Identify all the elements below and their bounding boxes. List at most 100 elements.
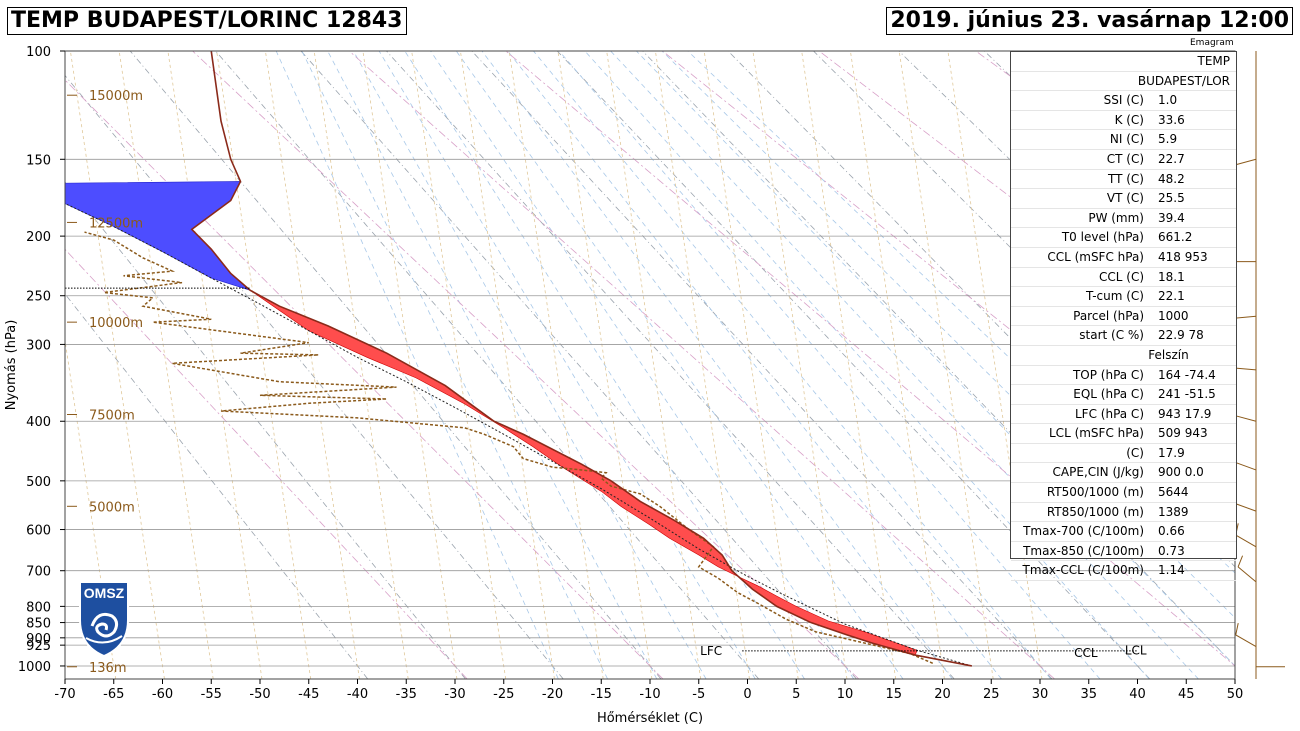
y-tick-label: 1000 [18, 660, 51, 675]
indices-row-value: 943 17.9 [1158, 406, 1212, 421]
dry-adiabat [300, 51, 857, 679]
height-label: 136m [89, 661, 126, 676]
indices-row: SSI (C) 1.0 [1011, 91, 1236, 111]
mixing-ratio-line [947, 51, 1043, 679]
wind-barb-flag [1235, 623, 1239, 635]
omsz-logo: OMSZ [78, 580, 130, 658]
mixing-ratio-line [606, 51, 702, 679]
mixing-ratio-line [655, 51, 750, 679]
mixing-ratio-line [65, 337, 117, 679]
indices-row-value: 241 -51.5 [1158, 387, 1216, 402]
y-axis-label: Nyomás (hPa) [4, 320, 19, 411]
indices-row-value: 18.1 [1158, 269, 1185, 284]
indices-row: T-cum (C) 22.1 [1011, 287, 1236, 307]
mixing-ratio-line [118, 51, 214, 679]
y-tick-label: 600 [26, 524, 51, 539]
indices-row-value: 418 953 [1158, 249, 1208, 264]
indices-row-label: NI (C) [1109, 132, 1144, 147]
level-label: LCL [1125, 643, 1147, 657]
indices-row-label: Tmax-CCL (C/100m) [1022, 563, 1144, 578]
indices-row: CAPE,CIN (J/kg) 900 0.0 [1011, 463, 1236, 484]
indices-row: start (C %) 22.9 78 [1011, 326, 1236, 346]
moist-adiabat [584, 51, 1150, 679]
mixing-ratio-line [703, 51, 799, 679]
x-tick-label: 25 [983, 687, 1000, 702]
indices-row-value: 0.73 [1158, 543, 1185, 558]
indices-row-label: LFC (hPa C) [1075, 406, 1144, 421]
saturation-line [818, 51, 1235, 369]
indices-row: CCL (C) 18.1 [1011, 268, 1236, 288]
x-tick-label: 15 [885, 687, 902, 702]
moist-adiabat [327, 51, 658, 679]
height-label: 10000m [89, 316, 143, 331]
y-tick-label: 900 [26, 632, 51, 647]
moist-adiabat [430, 51, 855, 679]
y-tick-label: 100 [26, 45, 51, 60]
indices-row-value: 509 943 [1158, 426, 1208, 441]
indices-panel: TEMP BUDAPEST/LOR SSI (C) 1.0 K (C) 33.6 NI … [1010, 51, 1237, 582]
moist-adiabat [533, 51, 1052, 679]
x-tick-label: -60 [152, 687, 173, 702]
height-label: 7500m [89, 408, 135, 423]
mixing-ratio-line [460, 51, 555, 679]
moist-adiabat [636, 51, 1235, 667]
indices-row: RT850/1000 (m) 1389 [1011, 503, 1236, 523]
x-tick-label: -10 [639, 687, 660, 702]
indices-row-value: 33.6 [1158, 112, 1185, 127]
level-label: CCL [1074, 646, 1098, 660]
x-tick-label: -20 [542, 687, 563, 702]
indices-row: LFC (hPa C) 943 17.9 [1011, 405, 1236, 425]
moist-adiabat [661, 51, 1235, 619]
indices-row: Tmax-850 (C/100m) 0.73 [1011, 542, 1236, 562]
indices-row: TOP (hPa C) 164 -74.4 [1011, 366, 1236, 386]
indices-row-label: (C) [1126, 445, 1144, 460]
saturation-line [348, 51, 1055, 679]
wind-barb-staff [1235, 534, 1257, 548]
indices-row: NI (C) 5.9 [1011, 130, 1236, 150]
x-tick-label: -15 [591, 687, 612, 702]
indices-row-value: 164 -74.4 [1158, 367, 1216, 382]
height-label: 12500m [89, 216, 143, 231]
indices-row-label: TT (C) [1107, 171, 1144, 186]
mixing-ratio-line [362, 51, 458, 679]
y-tick-label: 250 [26, 290, 51, 305]
wind-barb-flag [1237, 555, 1244, 568]
height-label: 5000m [89, 500, 135, 515]
indices-row-label: PW (mm) [1088, 210, 1144, 225]
y-tick-label: 700 [26, 565, 51, 580]
moist-adiabat [275, 51, 559, 679]
logo-text: OMSZ [84, 585, 125, 601]
y-tick-label: 800 [26, 600, 51, 615]
dry-adiabat [386, 51, 955, 679]
indices-header-1: TEMP [1011, 52, 1236, 72]
temperature-line [190, 51, 972, 667]
indices-row: CCL (mSFC hPa) 418 953 [1011, 248, 1236, 268]
wind-barb-staff [1233, 414, 1257, 422]
datetime-title: 2019. június 23. vasárnap 12:00 [886, 7, 1293, 35]
indices-row-value: 0.66 [1158, 524, 1185, 539]
indices-row-label: EQL (hPa C) [1073, 387, 1144, 402]
x-tick-label: -50 [249, 687, 270, 702]
moist-adiabat [455, 51, 904, 679]
mixing-ratio-line [898, 51, 994, 679]
indices-row-label: CT (C) [1106, 151, 1144, 166]
indices-row-label: CAPE,CIN (J/kg) [1052, 465, 1144, 480]
y-tick-label: 400 [26, 415, 51, 430]
indices-row-value: 661.2 [1158, 230, 1193, 245]
x-axis-label: Hőmérséklet (C) [597, 711, 703, 726]
x-tick-label: 40 [1129, 687, 1146, 702]
y-tick-label: 500 [26, 475, 51, 490]
indices-row-value: 1.14 [1158, 563, 1185, 578]
indices-row-value: 25.5 [1158, 191, 1185, 206]
moist-adiabat [353, 51, 707, 679]
indices-row-label: Tmax-700 (C/100m) [1023, 524, 1144, 539]
cape-area [250, 290, 918, 656]
moist-adiabat [558, 51, 1101, 679]
indices-row-label: RT500/1000 (m) [1046, 485, 1144, 500]
y-tick-label: 150 [26, 153, 51, 168]
indices-row-value: 5644 [1158, 485, 1189, 500]
mixing-ratio-line [850, 51, 945, 679]
wind-barb [1233, 449, 1257, 471]
height-label: 15000m [89, 89, 143, 104]
